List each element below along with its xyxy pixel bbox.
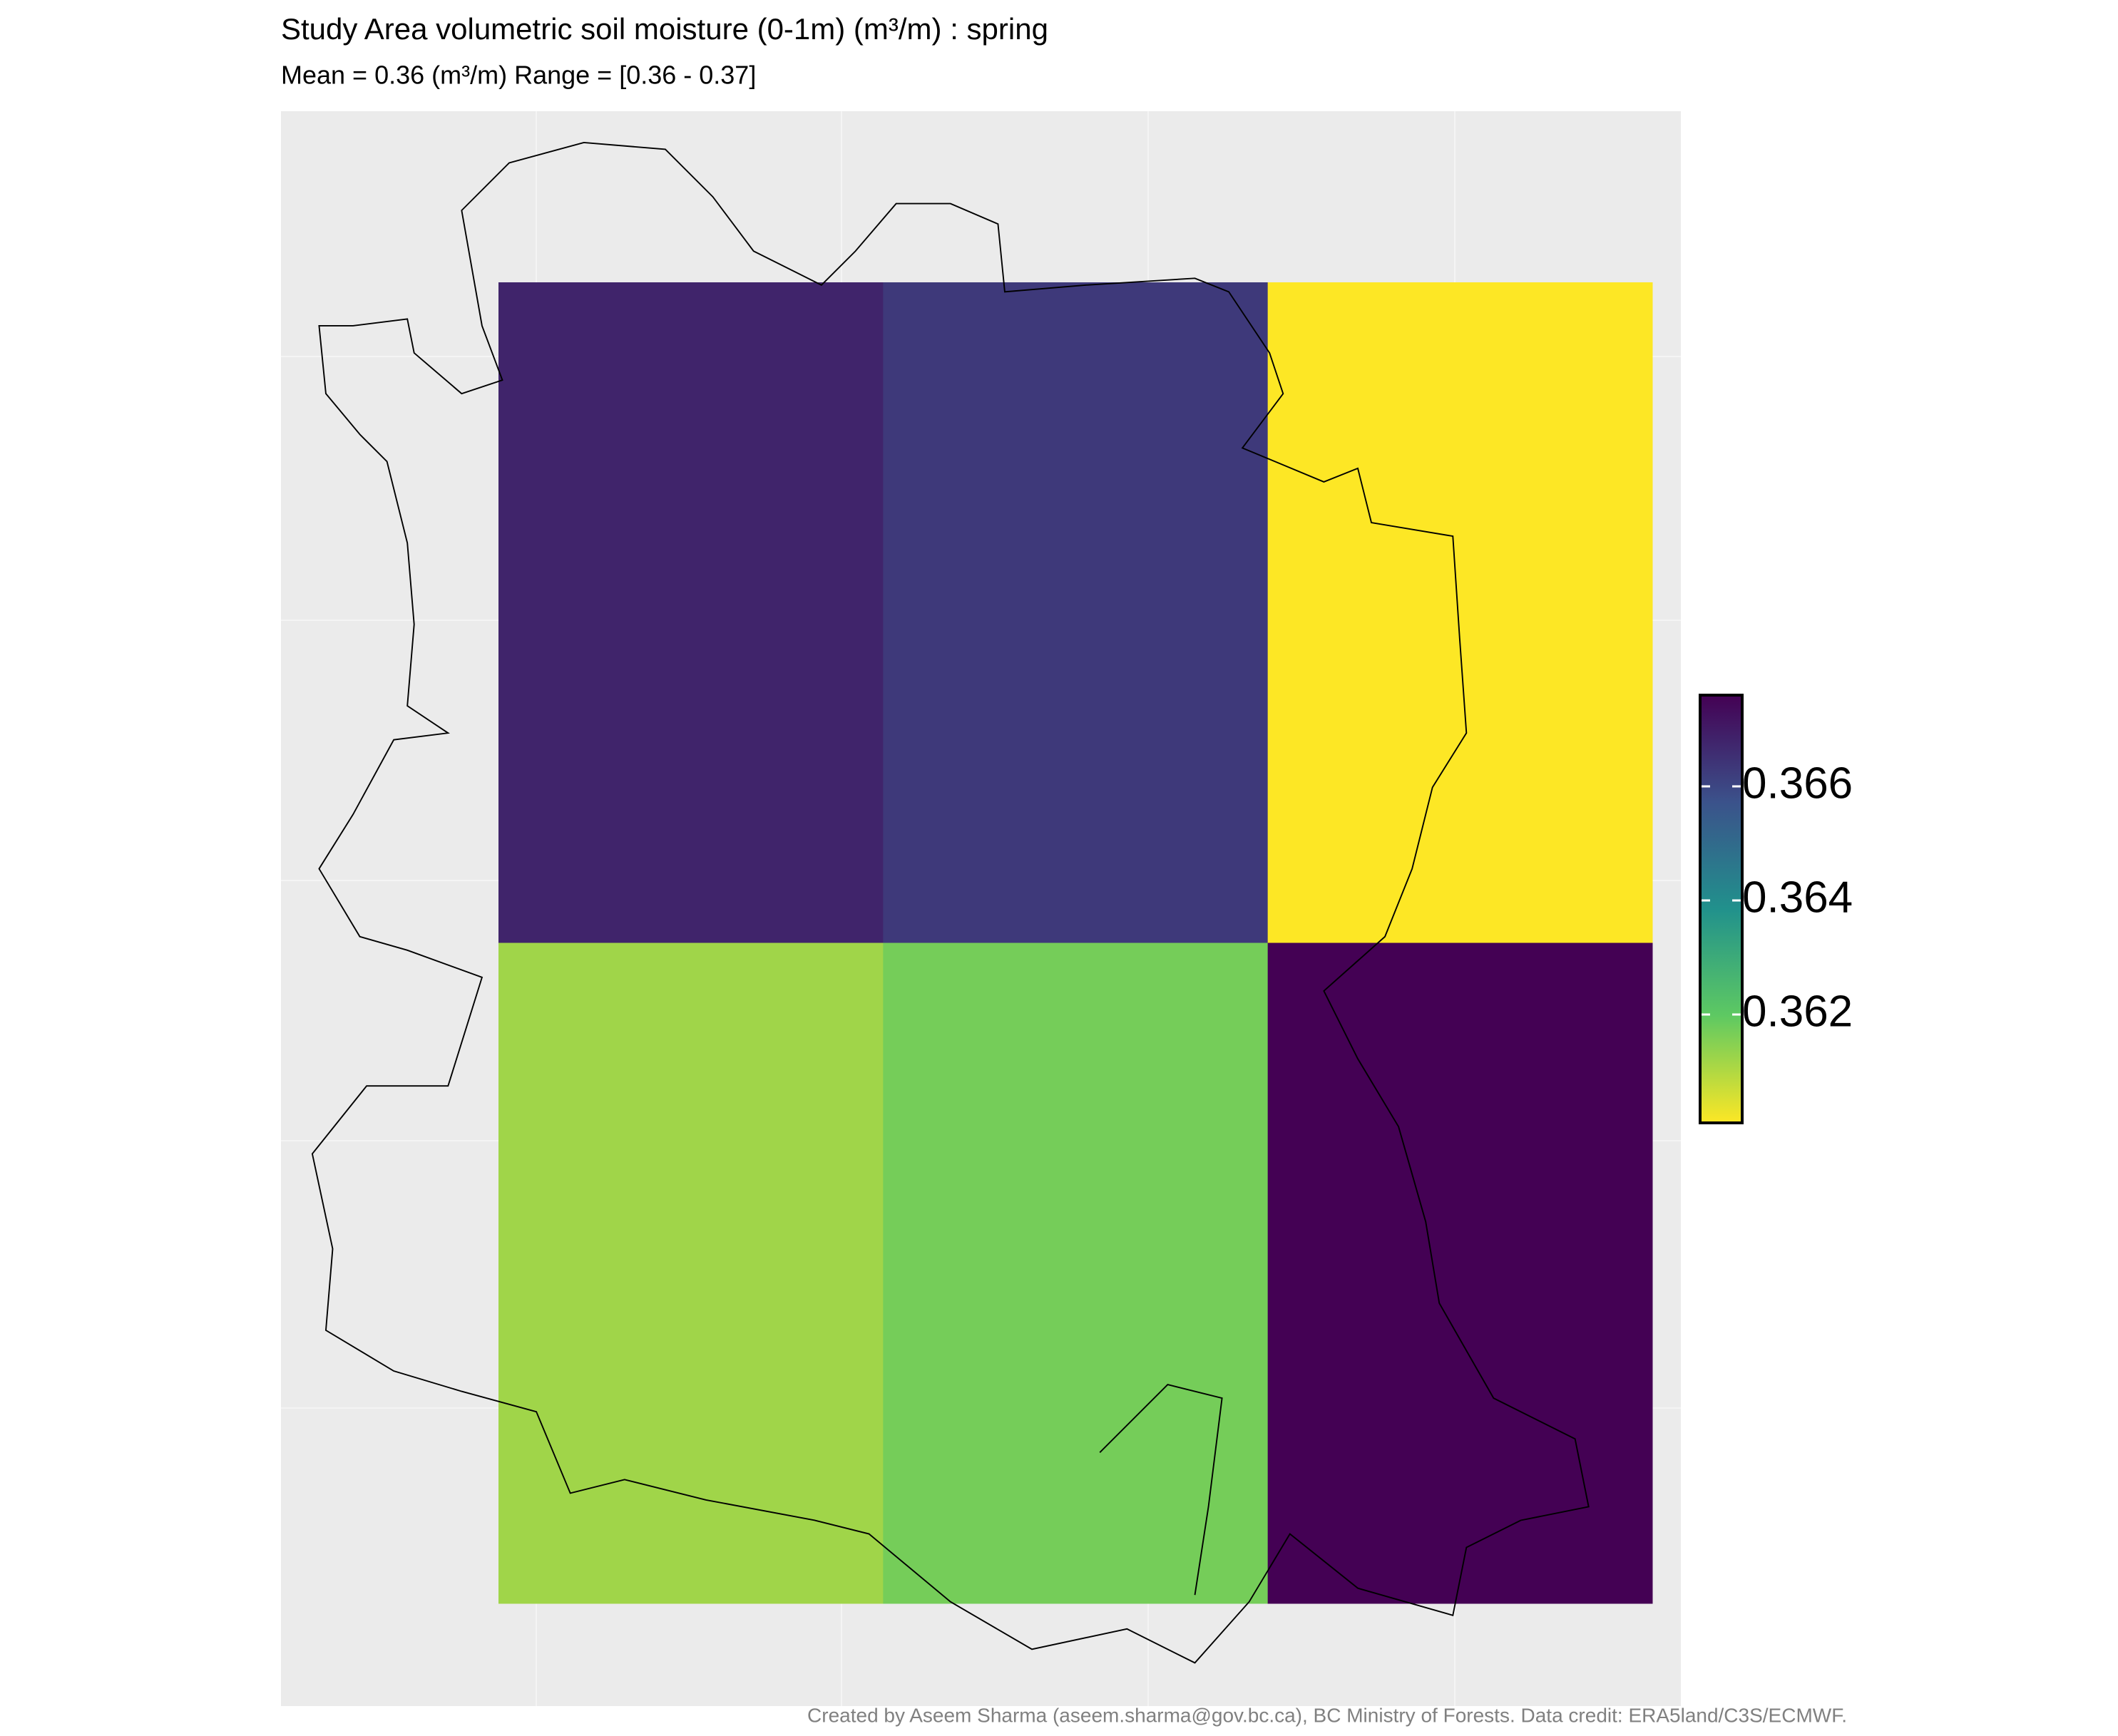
- colorbar-tick-label: 0.364: [1742, 873, 1853, 922]
- colorbar-tick-label: 0.366: [1742, 759, 1853, 808]
- colorbar: [1699, 694, 1744, 1124]
- boundary: [311, 141, 1590, 1664]
- cell: [498, 282, 884, 943]
- cell: [883, 943, 1269, 1604]
- colorbar-tick-label: 0.362: [1742, 987, 1853, 1036]
- chart-title: Study Area volumetric soil moisture (0-1…: [281, 12, 1048, 46]
- raster: [498, 282, 1653, 1604]
- cell: [883, 282, 1269, 943]
- cell: [498, 943, 884, 1604]
- caption: Created by Aseem Sharma (aseem.sharma@go…: [807, 1704, 1847, 1726]
- cell: [1267, 943, 1653, 1604]
- chart-subtitle: Mean = 0.36 (m³/m) Range = [0.36 - 0.37]: [281, 61, 756, 90]
- cell: [1267, 282, 1653, 943]
